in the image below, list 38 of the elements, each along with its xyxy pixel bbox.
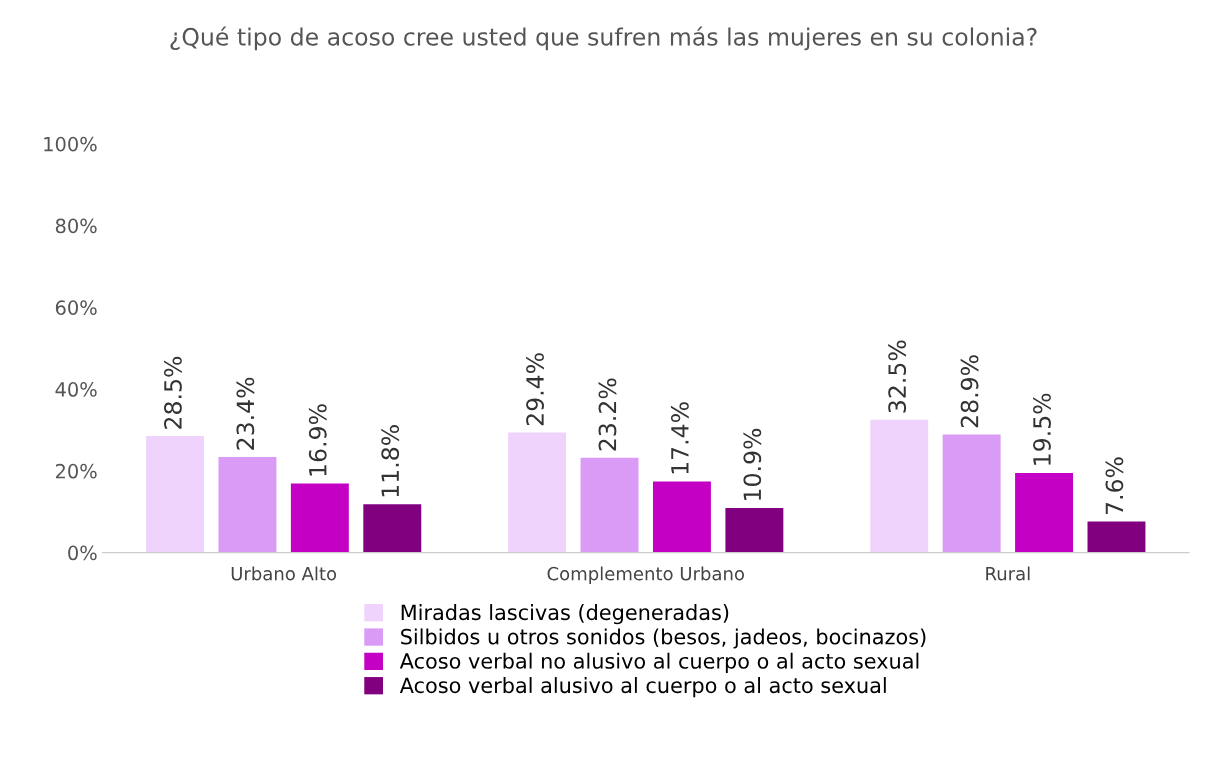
legend-label: Acoso verbal no alusivo al cuerpo o al acto sexual bbox=[399, 652, 919, 673]
bar bbox=[1087, 521, 1146, 553]
y-tick-label: 20% bbox=[55, 463, 97, 479]
bar bbox=[146, 436, 204, 553]
data-label: 7.6% bbox=[1105, 457, 1124, 515]
y-tick-label: 80% bbox=[55, 218, 97, 234]
data-label: 23.4% bbox=[236, 377, 255, 450]
x-tick-label: Urbano Alto bbox=[231, 566, 337, 581]
data-label: 29.4% bbox=[526, 353, 544, 426]
data-label: 32.5% bbox=[888, 340, 907, 413]
data-label: 16.9% bbox=[308, 404, 327, 476]
x-tick-label: Complemento Urbano bbox=[547, 566, 744, 584]
data-label: 10.9% bbox=[743, 428, 762, 500]
y-tick-label: 100% bbox=[44, 136, 97, 152]
bar bbox=[725, 508, 784, 553]
bar bbox=[870, 419, 929, 553]
bar bbox=[508, 432, 567, 553]
bar bbox=[218, 456, 277, 553]
data-label: 17.4% bbox=[670, 402, 689, 474]
chart-title: ¿Qué tipo de acoso cree usted que sufren más las mujeres en su colonia? bbox=[170, 26, 1037, 51]
legend-label: Acoso verbal alusivo al cuerpo o al acto sexual bbox=[399, 677, 886, 698]
bar bbox=[290, 483, 349, 553]
legend-label: Miradas lascivas (degeneradas) bbox=[401, 604, 729, 625]
bar bbox=[363, 504, 422, 553]
bar bbox=[942, 434, 1001, 553]
bar bbox=[1015, 472, 1074, 553]
x-tick-label: Rural bbox=[986, 566, 1030, 581]
y-tick-label: 60% bbox=[55, 300, 97, 316]
data-label: 11.8% bbox=[381, 425, 400, 497]
legend-label: Silbidos u otros sonidos (besos, jadeos, bocinazos) bbox=[401, 628, 926, 649]
y-tick-label: 40% bbox=[55, 382, 97, 397]
bar bbox=[652, 481, 711, 553]
data-label: 28.9% bbox=[960, 355, 979, 428]
data-label: 23.2% bbox=[598, 378, 617, 451]
bar bbox=[580, 457, 639, 553]
y-tick-label: 0% bbox=[68, 545, 97, 561]
data-label: 28.5% bbox=[164, 356, 182, 429]
data-label: 19.5% bbox=[1033, 393, 1051, 465]
